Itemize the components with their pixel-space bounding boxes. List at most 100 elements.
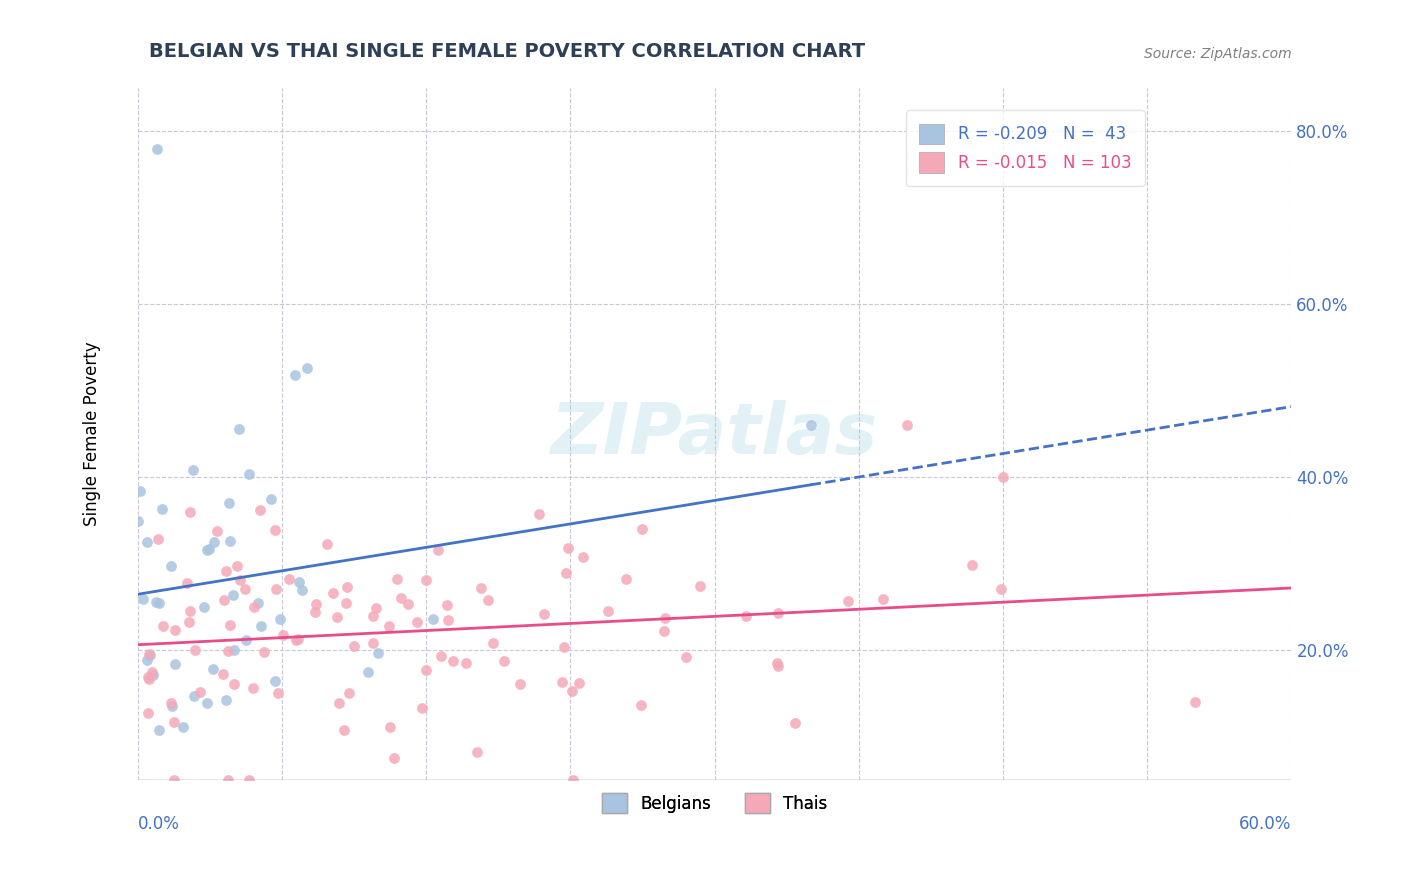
Point <box>141 665 163 680</box>
Point <box>243 599 266 614</box>
Point <box>337 686 360 700</box>
Point <box>509 677 531 691</box>
Point <box>183 642 205 657</box>
Point <box>304 606 326 620</box>
Point <box>654 624 676 638</box>
Point <box>364 600 387 615</box>
Point <box>211 667 233 681</box>
Text: 60.0%: 60.0% <box>1239 814 1292 832</box>
Point <box>316 536 339 550</box>
Point <box>177 615 200 630</box>
Point <box>179 604 201 618</box>
Point <box>264 523 287 537</box>
Point <box>735 609 758 624</box>
Point <box>361 636 384 650</box>
Point <box>163 715 186 730</box>
Point <box>215 564 238 578</box>
Point <box>193 599 215 614</box>
Point <box>146 142 169 156</box>
Point <box>181 463 204 477</box>
Point <box>224 676 246 690</box>
Point <box>422 612 444 626</box>
Point <box>195 696 218 710</box>
Point <box>382 751 405 765</box>
Point <box>183 689 205 703</box>
Point <box>415 663 437 677</box>
Point <box>284 368 307 382</box>
Point <box>172 720 194 734</box>
Point <box>247 596 270 610</box>
Point <box>165 623 187 637</box>
Point <box>145 594 167 608</box>
Legend: Belgians, Thais: Belgians, Thais <box>596 787 834 820</box>
Point <box>287 632 309 646</box>
Point <box>135 653 157 667</box>
Point <box>138 648 160 663</box>
Point <box>253 645 276 659</box>
Point <box>136 534 159 549</box>
Point <box>396 597 419 611</box>
Point <box>288 575 311 590</box>
Point <box>218 617 240 632</box>
Point <box>226 558 249 573</box>
Point <box>136 670 159 684</box>
Point <box>454 657 477 671</box>
Point <box>689 579 711 593</box>
Point <box>343 639 366 653</box>
Point <box>430 649 453 664</box>
Point <box>527 507 550 521</box>
Point <box>872 591 894 606</box>
Text: Source: ZipAtlas.com: Source: ZipAtlas.com <box>1144 46 1292 61</box>
Point <box>411 700 433 714</box>
Point <box>554 566 576 580</box>
Point <box>533 607 555 621</box>
Point <box>492 654 515 668</box>
Point <box>482 636 505 650</box>
Point <box>437 613 460 627</box>
Point <box>195 543 218 558</box>
Point <box>567 676 589 690</box>
Point <box>389 591 412 605</box>
Point <box>229 574 252 588</box>
Point <box>333 723 356 737</box>
Point <box>415 573 437 587</box>
Point <box>596 604 619 618</box>
Point <box>766 657 789 671</box>
Point <box>1184 695 1206 709</box>
Point <box>561 684 583 698</box>
Point <box>217 773 239 788</box>
Point <box>367 646 389 660</box>
Point <box>436 598 458 612</box>
Point <box>235 633 257 648</box>
Point <box>800 418 823 433</box>
Point <box>249 503 271 517</box>
Point <box>357 665 380 679</box>
Point <box>219 534 242 549</box>
Point <box>990 582 1012 596</box>
Point <box>285 632 308 647</box>
Text: 0.0%: 0.0% <box>138 814 180 832</box>
Point <box>260 492 283 507</box>
Point <box>322 585 344 599</box>
Point <box>271 627 294 641</box>
Point <box>242 681 264 695</box>
Point <box>148 596 170 610</box>
Point <box>361 608 384 623</box>
Point <box>212 593 235 607</box>
Point <box>146 532 169 546</box>
Point <box>238 467 260 482</box>
Text: ZIPatlas: ZIPatlas <box>551 400 879 468</box>
Point <box>785 715 807 730</box>
Point <box>426 543 449 558</box>
Text: Single Female Poverty: Single Female Poverty <box>83 342 101 526</box>
Point <box>336 580 359 594</box>
Point <box>233 582 256 596</box>
Point <box>224 643 246 657</box>
Point <box>441 654 464 668</box>
Point <box>325 610 347 624</box>
Point <box>160 558 183 573</box>
Point <box>551 675 574 690</box>
Point <box>335 596 357 610</box>
Point <box>378 720 401 734</box>
Point <box>291 582 314 597</box>
